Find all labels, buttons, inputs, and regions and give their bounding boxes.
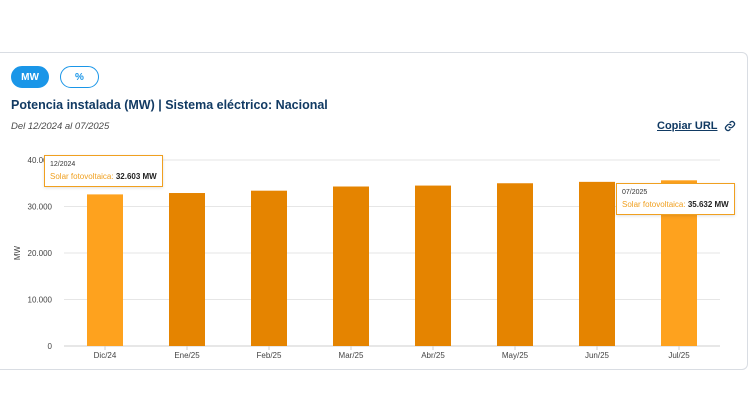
tooltip-date: 12/2024 xyxy=(50,161,76,168)
tooltip-value: 32.603 MW xyxy=(115,172,157,181)
link-icon xyxy=(724,120,735,132)
x-tick-label: Feb/25 xyxy=(257,351,282,360)
y-axis-label: MW xyxy=(13,245,22,260)
copy-url-label: Copiar URL xyxy=(657,120,718,132)
chart-title: Potencia instalada (MW) | Sistema eléctr… xyxy=(11,98,328,112)
bar xyxy=(579,181,615,346)
bar xyxy=(251,190,287,346)
mw-toggle-button[interactable]: MW xyxy=(11,66,49,88)
date-range-subtitle: Del 12/2024 al 07/2025 xyxy=(11,121,110,132)
bar xyxy=(169,193,205,346)
y-tick-label: 30.000 xyxy=(28,203,53,212)
tooltip-date: 07/2025 xyxy=(622,189,648,196)
y-tick-label: 20.000 xyxy=(28,249,53,258)
x-tick-label: Ene/25 xyxy=(174,351,200,360)
percent-toggle-button[interactable]: % xyxy=(60,66,99,88)
copy-url-link[interactable]: Copiar URL xyxy=(657,120,736,132)
x-tick-label: May/25 xyxy=(502,351,529,360)
bar xyxy=(333,186,369,346)
tooltip-series-name: Solar fotovoltaica: xyxy=(622,200,686,209)
y-tick-label: 40.000 xyxy=(28,156,53,165)
tooltip-jul25: 07/2025 Solar fotovoltaica: 35.632 MW xyxy=(616,183,735,215)
tooltip-value: 35.632 MW xyxy=(687,200,729,209)
x-tick-label: Abr/25 xyxy=(421,351,445,360)
bar xyxy=(415,185,451,346)
tooltip-series-name: Solar fotovoltaica: xyxy=(50,172,114,181)
x-tick-label: Jul/25 xyxy=(668,351,690,360)
bar-chart: 0 10.000 20.000 30.000 40.000 MW Dic/24 Ene/25 F… xyxy=(13,156,720,360)
bar xyxy=(87,194,123,346)
y-tick-label: 0 xyxy=(48,342,53,351)
bar xyxy=(497,183,533,346)
x-tick-label: Mar/25 xyxy=(339,351,364,360)
x-tick-label: Dic/24 xyxy=(94,351,117,360)
x-tick-label: Jun/25 xyxy=(585,351,610,360)
y-tick-label: 10.000 xyxy=(28,296,53,305)
tooltip-dic24: 12/2024 Solar fotovoltaica: 32.603 MW xyxy=(44,155,163,187)
